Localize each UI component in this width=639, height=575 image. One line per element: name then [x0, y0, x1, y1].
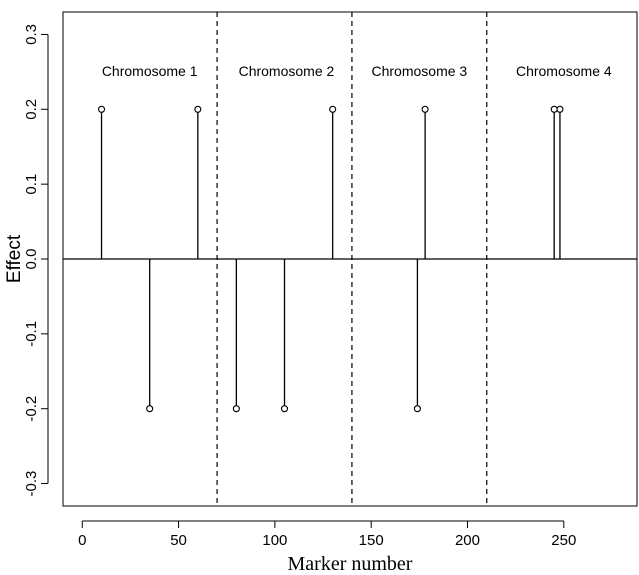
chromosome-label-4: Chromosome 4 [516, 63, 612, 79]
y-tick-label: 0.2 [23, 99, 40, 120]
x-axis-title: Marker number [288, 553, 413, 575]
y-axis: -0.3 -0.2 -0.1 0.0 0.1 0.2 0.3 [23, 24, 49, 497]
x-tick-label: 50 [170, 532, 187, 549]
chromosome-label-1: Chromosome 1 [102, 63, 198, 79]
x-axis: 0 50 100 150 200 250 [78, 520, 576, 549]
stem-marker-9 [550, 105, 558, 113]
stem-marker-3 [194, 105, 202, 113]
stem-marker-1 [97, 105, 106, 113]
chromosome-label-3: Chromosome 3 [371, 63, 467, 79]
stem-marker-2 [146, 405, 154, 413]
chromosome-labels: Chromosome 1 Chromosome 2 Chromosome 3 Chro… [102, 63, 612, 79]
y-tick-label: -0.1 [23, 321, 40, 347]
stem-marker-4 [232, 405, 240, 413]
y-tick-label: 0.1 [23, 174, 40, 195]
stem-marker-7 [413, 405, 421, 413]
chromosome-label-2: Chromosome 2 [239, 63, 335, 79]
y-tick-label: 0.0 [23, 249, 40, 270]
x-tick-label: 200 [455, 532, 480, 549]
y-tick-label: 0.3 [23, 24, 40, 45]
x-tick-label: 250 [551, 532, 576, 549]
x-tick-label: 150 [359, 532, 384, 549]
y-tick-label: -0.2 [23, 396, 40, 422]
y-axis-title: Effect [4, 234, 25, 283]
stem-marker-8 [421, 105, 429, 113]
x-tick-label: 0 [78, 532, 86, 549]
stem-marker-5 [280, 405, 289, 413]
stems [97, 105, 564, 413]
stem-marker-6 [329, 105, 337, 113]
y-tick-label: -0.3 [23, 471, 40, 497]
stem-marker-10 [556, 105, 564, 113]
x-tick-label: 100 [262, 532, 287, 549]
